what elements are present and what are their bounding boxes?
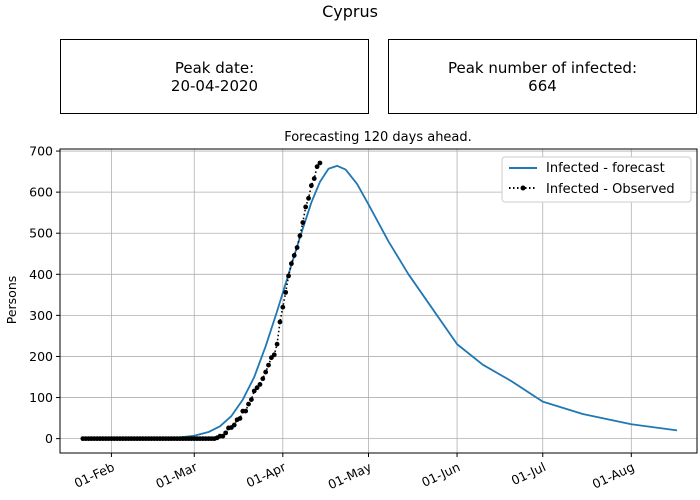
x-tick-label: 01-Aug (590, 459, 637, 491)
legend: Infected - forecast Infected - Observed (501, 156, 692, 203)
y-tick-label: 0 (45, 431, 53, 446)
observed-point (300, 220, 306, 225)
x-tick-label: 01-May (325, 459, 374, 492)
page-title: Cyprus (322, 2, 378, 21)
observed-series (80, 160, 323, 442)
observed-point (243, 408, 249, 414)
observed-point (254, 385, 260, 391)
forecast-series (82, 164, 678, 440)
x-tick-label: 01-Jul (509, 459, 548, 488)
observed-point (271, 352, 277, 358)
observed-point (223, 430, 229, 436)
observed-point (291, 253, 297, 258)
legend-observed-label: Infected - Observed (546, 182, 675, 197)
chart-subtitle: Forecasting 120 days ahead. (284, 130, 472, 145)
observed-point (257, 381, 263, 387)
observed-point (274, 341, 280, 347)
observed-point (263, 369, 269, 375)
observed-point (308, 183, 314, 188)
y-tick-label: 600 (29, 185, 53, 200)
observed-point (297, 233, 303, 239)
peak-date-box: Peak date: 20-04-2020 (60, 39, 369, 114)
y-tick-label: 200 (29, 349, 53, 364)
observed-point (251, 388, 257, 394)
x-tick-label: 01-Feb (72, 459, 117, 491)
y-tick-label: 700 (29, 144, 53, 159)
x-tick-label: 01-Mar (153, 459, 200, 492)
x-tick-label: 01-Apr (244, 459, 289, 491)
y-tick-label: 400 (29, 267, 53, 282)
peak-infected-label: Peak number of infected: (447, 58, 638, 77)
observed-point (280, 304, 286, 310)
legend-observed-marker (520, 185, 526, 191)
observed-point (248, 397, 254, 402)
observed-point (260, 376, 266, 382)
peak-date-label: Peak date: (174, 58, 255, 77)
y-tick-label: 100 (29, 390, 53, 405)
observed-point (277, 319, 283, 325)
observed-point (237, 416, 243, 421)
forecast-line (82, 164, 678, 440)
legend-frame (501, 156, 692, 203)
legend-forecast-label: Infected - forecast (546, 161, 665, 176)
observed-point (266, 362, 271, 368)
observed-point (311, 176, 317, 181)
x-tick-label: 01-Jun (419, 459, 462, 490)
observed-point (286, 273, 291, 279)
observed-point (294, 245, 300, 250)
observed-point (317, 160, 323, 166)
observed-point (306, 195, 311, 201)
observed-point (220, 433, 226, 439)
y-tick-label: 500 (29, 226, 53, 241)
peak-infected-value: 664 (528, 76, 557, 95)
observed-point (231, 422, 237, 428)
observed-line (82, 162, 321, 440)
observed-point (314, 164, 320, 170)
observed-point (288, 261, 294, 267)
peak-date-value: 20-04-2020 (170, 76, 259, 95)
y-tick-label: 300 (29, 308, 53, 323)
y-axis-label: Persons (4, 276, 19, 325)
observed-point (283, 289, 289, 295)
observed-point (246, 401, 251, 407)
observed-point (303, 204, 309, 210)
peak-infected-box: Peak number of infected: 664 (388, 39, 697, 114)
plot-frame (59, 148, 698, 454)
